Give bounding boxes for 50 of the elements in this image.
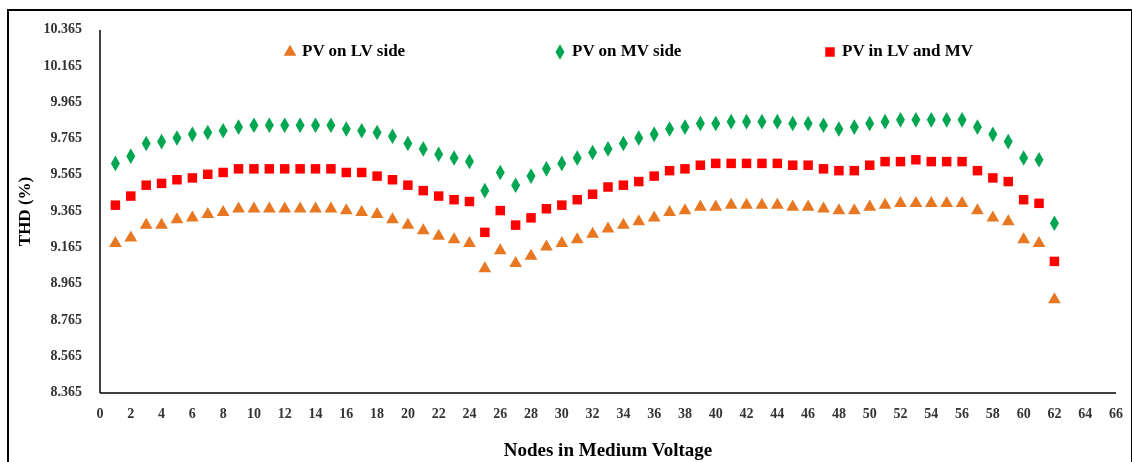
- x-tick-label: 44: [770, 406, 785, 422]
- x-tick-label: 54: [924, 406, 939, 422]
- y-tick-label: 9.965: [50, 93, 82, 109]
- x-tick-label: 34: [616, 406, 631, 422]
- x-tick-label: 60: [1016, 406, 1031, 422]
- x-tick-label: 40: [708, 406, 723, 422]
- x-tick-label: 26: [493, 406, 508, 422]
- y-tick-label: 9.765: [50, 130, 82, 146]
- x-tick-label: 12: [277, 406, 292, 422]
- x-tick-label: 0: [96, 406, 104, 422]
- legend-label: PV on MV side: [572, 40, 682, 60]
- y-tick-label: 10.365: [43, 21, 82, 37]
- y-axis-title: THD (%): [14, 176, 34, 247]
- x-tick-label: 42: [739, 406, 754, 422]
- x-tick-label: 18: [370, 406, 385, 422]
- x-tick-label: 30: [554, 406, 569, 422]
- legend-label: PV in LV and MV: [842, 40, 974, 60]
- x-axis-title: Nodes in Medium Voltage: [503, 439, 713, 461]
- x-tick-label: 64: [1078, 406, 1093, 422]
- x-tick-label: 14: [308, 406, 323, 422]
- y-tick-label: 10.165: [43, 57, 82, 73]
- x-tick-label: 66: [1109, 406, 1123, 422]
- x-tick-label: 38: [677, 406, 692, 422]
- x-tick-label: 20: [400, 406, 415, 422]
- x-tick-label: 46: [801, 406, 816, 422]
- y-tick-label: 9.565: [50, 166, 82, 182]
- x-tick-label: 50: [862, 406, 877, 422]
- y-tick-label: 9.365: [50, 202, 82, 218]
- x-tick-label: 62: [1047, 406, 1062, 422]
- x-tick-label: 16: [339, 406, 354, 422]
- x-tick-label: 8: [219, 406, 227, 422]
- x-tick-label: 48: [831, 406, 846, 422]
- x-tick-label: 6: [188, 406, 196, 422]
- x-tick-label: 22: [431, 406, 446, 422]
- y-tick-label: 9.165: [50, 239, 82, 255]
- x-tick-label: 36: [647, 406, 662, 422]
- x-tick-label: 58: [985, 406, 1000, 422]
- y-tick-label: 8.965: [50, 275, 82, 291]
- x-tick-label: 24: [462, 406, 477, 422]
- x-tick-label: 4: [158, 406, 166, 422]
- x-tick-label: 10: [246, 406, 261, 422]
- x-tick-label: 32: [585, 406, 600, 422]
- y-tick-label: 8.765: [50, 311, 82, 327]
- y-tick-label: 8.565: [50, 347, 82, 363]
- legend-label: PV on LV side: [302, 40, 406, 60]
- x-tick-label: 2: [127, 406, 135, 422]
- x-tick-label: 56: [955, 406, 970, 422]
- y-tick-label: 8.365: [50, 384, 82, 400]
- x-tick-label: 28: [524, 406, 539, 422]
- x-tick-label: 52: [893, 406, 908, 422]
